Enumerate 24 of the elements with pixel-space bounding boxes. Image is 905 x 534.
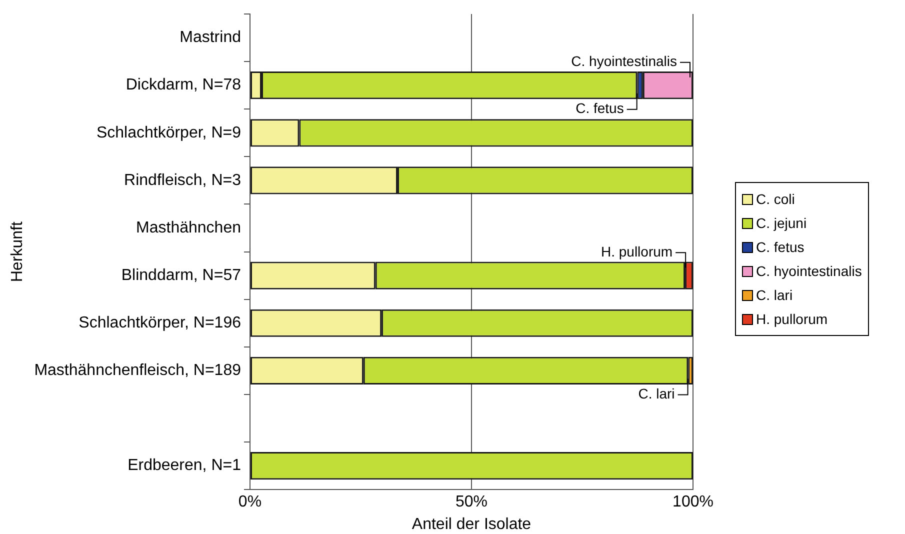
y-tick-label: Dickdarm, N=78 xyxy=(126,76,242,94)
legend-label: C. jejuni xyxy=(755,214,808,233)
legend-label: C. fetus xyxy=(755,238,806,257)
y-tick-label: Masthähnchen xyxy=(136,219,241,236)
annotation: C. hyointestinalis xyxy=(571,53,677,70)
x-tick-label: 100% xyxy=(672,494,714,511)
legend-label: H. pullorum xyxy=(755,310,829,329)
y-tick-label: Rindfleisch, N=3 xyxy=(124,172,242,189)
y-tick-label: Schlachtkörper, N=9 xyxy=(96,124,242,142)
y-tick-label: Blinddarm, N=57 xyxy=(121,266,242,284)
annotation: C. lari xyxy=(638,386,675,402)
annotation: C. fetus xyxy=(576,100,624,116)
x-tick-label: 0% xyxy=(238,494,262,511)
annotation: H. pullorum xyxy=(600,243,673,260)
legend-label: C. coli xyxy=(755,190,796,209)
y-tick-label: Mastrind xyxy=(180,29,241,46)
y-axis-title: Herkunft xyxy=(9,221,26,282)
y-tick-label: Erdbeeren, N=1 xyxy=(128,457,242,474)
legend-label: C. lari xyxy=(755,286,794,305)
y-tick-label: Schlachtkörper, N=196 xyxy=(78,314,242,332)
y-tick-label: Masthähnchenfleisch, N=189 xyxy=(34,362,242,380)
x-tick-label: 50% xyxy=(455,494,488,511)
legend-label: C. hyointestinalis xyxy=(755,262,862,281)
x-axis-title: Anteil der Isolate xyxy=(412,516,532,533)
